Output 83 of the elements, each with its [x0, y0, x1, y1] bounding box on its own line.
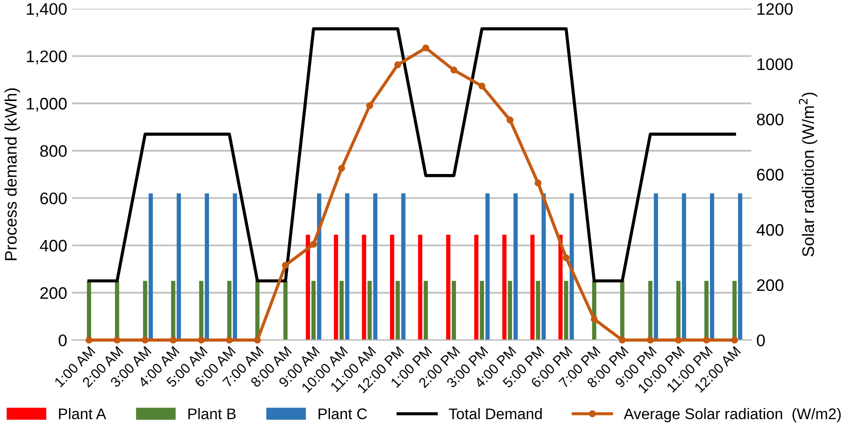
y2-tick-label: 200	[757, 279, 784, 292]
y2-tick-label: 1000	[757, 58, 793, 70]
bar	[682, 193, 686, 340]
legend-label: Plant A	[59, 408, 106, 420]
bar	[176, 193, 181, 340]
point	[702, 336, 710, 344]
y-tick-label: 1,000	[26, 98, 67, 112]
point	[562, 254, 570, 262]
bar	[738, 193, 742, 340]
legend-label: Plant C	[318, 408, 367, 420]
bar	[480, 280, 484, 340]
bar	[339, 280, 344, 340]
bar	[452, 280, 456, 340]
point	[646, 336, 654, 344]
point	[114, 336, 121, 344]
point	[254, 336, 261, 344]
bar	[232, 193, 238, 340]
bar	[345, 193, 350, 340]
bar	[570, 193, 574, 340]
bar	[508, 280, 512, 340]
y2-tick-label: 600	[757, 168, 784, 181]
point	[478, 82, 486, 90]
point	[534, 179, 542, 186]
point	[674, 336, 682, 344]
bar	[424, 280, 428, 340]
y-tick-label: 600	[40, 192, 67, 204]
bar	[368, 280, 372, 340]
point	[282, 262, 289, 269]
bar	[710, 193, 714, 340]
bar	[390, 234, 394, 340]
y-tick-label: 1,400	[26, 3, 67, 17]
bar	[317, 193, 322, 340]
y2-tick-label: 800	[756, 114, 784, 126]
point	[450, 66, 458, 74]
point	[310, 240, 318, 248]
point	[618, 336, 626, 344]
point	[422, 44, 430, 52]
bar	[536, 280, 540, 340]
point	[338, 164, 346, 172]
y-tick-label: 0	[58, 334, 67, 346]
legend-label: Total Demand	[448, 408, 542, 420]
point	[226, 336, 233, 344]
point	[506, 116, 514, 124]
y2-axis-title: Solar radiotion (W/m$^{2}$)	[798, 92, 818, 256]
bar	[148, 193, 153, 340]
y2-tick-label: 400	[756, 224, 784, 236]
bar	[485, 193, 490, 340]
point	[142, 336, 149, 344]
line-series	[87, 27, 736, 282]
point	[170, 336, 177, 344]
bar	[542, 193, 546, 340]
bar	[564, 280, 568, 340]
point	[198, 336, 205, 344]
y-tick-label: 1,200	[26, 50, 67, 64]
bar	[311, 280, 316, 340]
legend-label: Plant B	[188, 408, 236, 420]
bar	[204, 193, 209, 340]
y-axis-title: Process demand (kWh)	[4, 88, 20, 260]
y-tick-label: 200	[40, 287, 67, 299]
bar	[362, 234, 366, 340]
y-tick-label: 800	[40, 145, 67, 157]
bar	[334, 234, 338, 340]
bar	[283, 280, 288, 340]
bar	[474, 234, 478, 340]
bar	[446, 234, 450, 340]
point	[86, 336, 92, 344]
bar	[396, 280, 400, 340]
bar	[530, 234, 535, 340]
y2-tick-label: 1200	[757, 3, 793, 15]
bar	[306, 234, 310, 340]
bar	[373, 193, 378, 340]
bar	[514, 193, 518, 340]
legend-label: Average Solar radiation (W/m2)	[624, 408, 841, 422]
bar	[401, 193, 406, 340]
point	[394, 61, 402, 68]
point	[731, 336, 738, 344]
point	[366, 102, 374, 110]
y-tick-label: 400	[40, 240, 67, 252]
bar	[502, 234, 506, 340]
point	[590, 316, 598, 323]
bar	[654, 193, 658, 340]
y2-tick-label: 0	[756, 334, 765, 346]
bar	[418, 234, 422, 340]
